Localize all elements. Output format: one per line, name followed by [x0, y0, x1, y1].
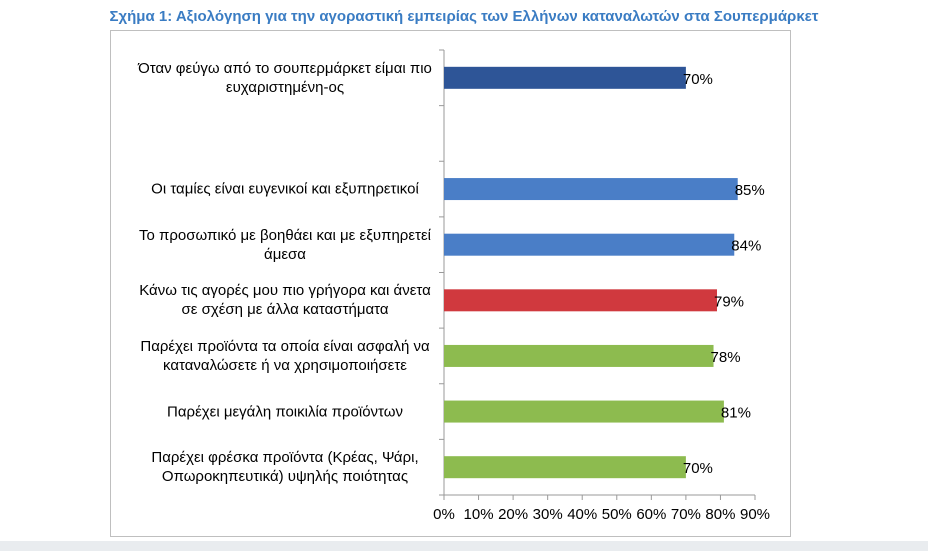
bar [444, 66, 686, 89]
category-label: Το προσωπικό με βοηθάει και με εξυπηρετε… [139, 226, 431, 263]
category-label: Όταν φεύγω από το σουπερμάρκετ είμαι πιο… [138, 59, 432, 96]
value-label: 70% [683, 460, 713, 477]
x-tick-label: 0% [433, 506, 455, 523]
value-label: 81% [721, 405, 751, 422]
x-tick-label: 30% [533, 506, 563, 523]
bar [444, 400, 724, 423]
chart-title: Σχήμα 1: Αξιολόγηση για την αγοραστική ε… [109, 8, 819, 25]
bottom-band [0, 541, 928, 551]
category-label: Κάνω τις αγορές μου πιο γρήγορα και άνετ… [139, 282, 431, 319]
bar [444, 233, 735, 256]
x-tick-label: 40% [567, 506, 597, 523]
bar [444, 344, 714, 367]
bar [444, 456, 686, 479]
value-label: 84% [731, 238, 761, 255]
chart-frame [110, 30, 791, 537]
x-tick-label: 80% [705, 506, 735, 523]
value-label: 85% [735, 182, 765, 199]
value-label: 70% [683, 71, 713, 88]
x-tick-label: 60% [636, 506, 666, 523]
x-tick-label: 50% [602, 506, 632, 523]
category-label: Οι ταμίες είναι ευγενικοί και εξυπηρετικ… [151, 180, 419, 198]
bar [444, 178, 738, 201]
x-tick-label: 70% [671, 506, 701, 523]
category-label: Παρέχει μεγάλη ποικιλία προϊόντων [167, 403, 403, 421]
value-label: 78% [711, 349, 741, 366]
category-label: Παρέχει προϊόντα τα οποία είναι ασφαλή ν… [140, 337, 430, 374]
x-tick-label: 90% [740, 506, 770, 523]
x-tick-label: 10% [464, 506, 494, 523]
bar [444, 289, 717, 312]
category-label: Παρέχει φρέσκα προϊόντα (Κρέας, Ψάρι, Οπ… [151, 449, 419, 486]
x-tick-label: 20% [498, 506, 528, 523]
value-label: 79% [714, 293, 744, 310]
